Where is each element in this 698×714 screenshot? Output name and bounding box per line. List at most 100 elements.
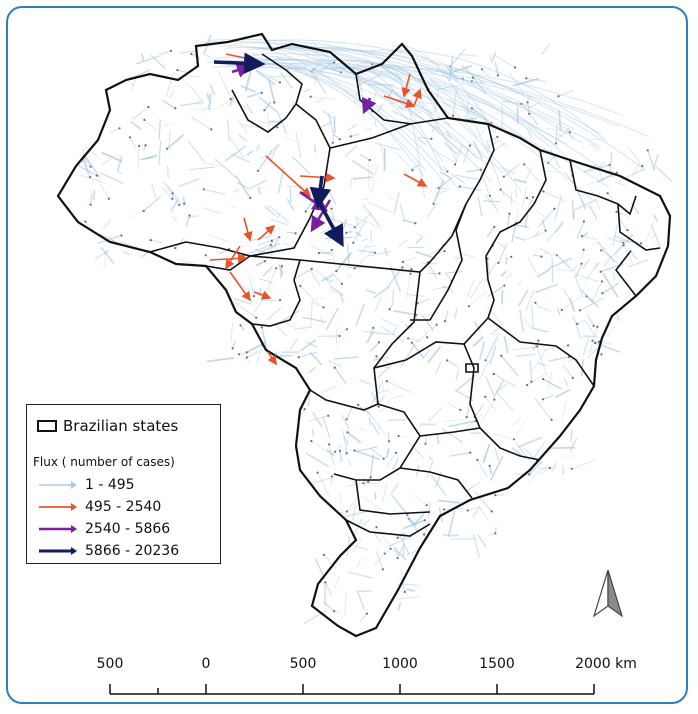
low-flux-line (389, 303, 394, 310)
municipality-dot (144, 144, 147, 147)
low-flux-line (647, 150, 656, 171)
municipality-dot (346, 431, 349, 434)
municipality-dot (542, 378, 545, 381)
low-flux-line (407, 293, 424, 297)
municipality-dot (401, 266, 404, 269)
low-flux-line (385, 452, 397, 468)
low-flux-line (472, 534, 481, 559)
low-flux-line (529, 360, 533, 382)
low-flux-line (555, 389, 570, 399)
low-flux-line (255, 144, 261, 151)
low-flux-line (323, 276, 331, 285)
low-flux-line (144, 154, 158, 160)
municipality-dot (231, 347, 234, 350)
municipality-dot (389, 547, 392, 550)
low-flux-line (437, 499, 461, 504)
low-flux-line (368, 416, 372, 426)
municipality-dot (629, 250, 632, 253)
municipality-dot (340, 282, 343, 285)
municipality-dot (599, 270, 602, 273)
low-flux-line (563, 365, 574, 379)
low-flux-line (415, 508, 429, 523)
low-flux-line (350, 178, 352, 190)
municipality-dot (570, 467, 573, 470)
low-flux-line (388, 418, 407, 422)
low-flux-line (352, 503, 356, 520)
low-flux-line (499, 254, 512, 258)
municipality-dot (368, 158, 371, 162)
low-flux-line (495, 391, 514, 411)
low-flux-line (393, 192, 400, 215)
municipality-dot (496, 135, 499, 138)
low-flux-line (249, 277, 255, 297)
municipality-dot (245, 351, 248, 354)
low-flux-line (314, 557, 326, 580)
low-flux-line (486, 226, 495, 238)
municipality-dot (357, 403, 360, 406)
low-flux-line (446, 273, 453, 282)
low-flux-line (289, 337, 299, 352)
municipality-dot (571, 376, 574, 379)
municipality-dot (345, 231, 348, 234)
municipality-dot (204, 254, 207, 257)
low-flux-line (472, 506, 481, 518)
low-flux-line (448, 68, 458, 71)
municipality-dot (424, 442, 427, 445)
low-flux-line (258, 47, 480, 116)
municipality-dot (396, 556, 399, 560)
low-flux-line (535, 283, 559, 293)
low-flux-line (357, 591, 365, 610)
low-flux-line (447, 502, 455, 507)
low-flux-line (527, 197, 534, 211)
scale-label: 500 (96, 656, 124, 672)
low-flux-line (255, 344, 264, 366)
low-flux-line (415, 251, 437, 260)
municipality-dot (297, 356, 300, 359)
low-flux-line (576, 319, 586, 325)
low-flux-line (352, 538, 362, 553)
low-flux-line (369, 383, 382, 409)
low-flux-line (325, 582, 332, 597)
low-flux-line (303, 88, 311, 93)
municipality-dot (476, 458, 479, 461)
municipality-dot (580, 235, 584, 238)
municipality-dot (622, 244, 625, 247)
low-flux-line (208, 93, 212, 110)
municipality-dot (541, 398, 545, 401)
low-flux-line (485, 396, 497, 413)
municipality-dot (646, 149, 649, 152)
municipality-dot (331, 141, 334, 144)
low-flux-line (253, 294, 267, 314)
municipality-dot (309, 95, 312, 98)
municipality-dot (550, 418, 553, 421)
low-flux-line (652, 214, 659, 223)
low-flux-line (309, 269, 321, 287)
low-flux-line (267, 110, 270, 139)
low-flux-line (510, 191, 513, 206)
municipality-dot (188, 214, 191, 217)
municipality-dot (310, 267, 313, 270)
low-flux-line (370, 49, 607, 142)
low-flux-line (501, 289, 504, 305)
low-flux-line (267, 39, 647, 171)
low-flux-line (303, 610, 327, 624)
low-flux-line (369, 179, 378, 193)
municipality-dot (582, 220, 586, 223)
low-flux-line (326, 448, 335, 457)
low-flux-line (493, 373, 516, 388)
low-flux-line (562, 288, 575, 308)
low-flux-line (368, 250, 392, 257)
low-flux-line (348, 571, 374, 579)
low-flux-line (444, 271, 463, 274)
low-flux-line (428, 455, 433, 461)
low-flux-line (465, 168, 481, 173)
flux-495-2540 (209, 53, 428, 366)
low-flux-line (109, 127, 120, 134)
low-flux-line (474, 403, 485, 418)
legend-states-label: Brazilian states (63, 417, 179, 435)
municipality-dot (396, 536, 399, 540)
municipality-dot (276, 126, 279, 129)
low-flux-line (531, 327, 549, 333)
low-flux-line (531, 304, 534, 328)
municipality-dot (523, 163, 526, 166)
